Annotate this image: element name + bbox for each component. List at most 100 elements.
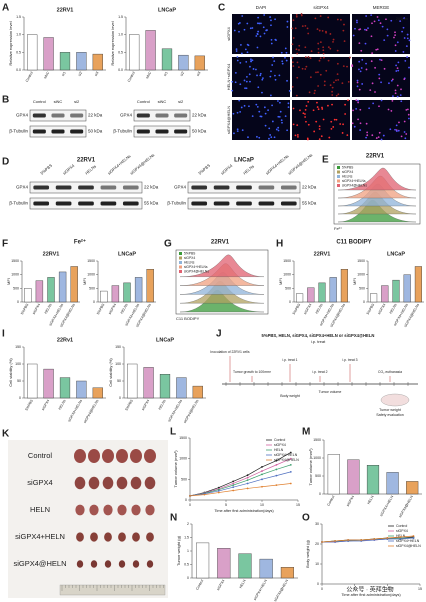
cell [336,18,339,21]
cell [263,14,266,16]
point [347,539,350,541]
cell [368,107,371,110]
x-tick-label: siGPX4 [346,495,355,507]
cell [239,110,242,113]
bar [24,288,32,303]
x-tick-label: HELNs [58,399,67,411]
cell [295,48,298,51]
cell [403,131,406,133]
cell [321,108,324,110]
cell [404,137,407,140]
chart-title: 22RV1 [57,7,74,13]
legend-swatch [179,270,182,273]
bar [134,277,143,303]
group-label: Control [28,451,53,460]
cell [280,51,283,54]
point [246,479,249,482]
cell [285,59,288,62]
bar [47,277,55,303]
lane-label: si2 [74,99,80,104]
y-tick-label: 1000 [313,456,321,460]
step-label: Inoculation of 22RV1 cells [210,350,249,354]
cell [247,136,249,139]
cell [249,65,251,68]
series-line [321,535,414,543]
micrograph [232,57,290,97]
chart-title: LNCaP [118,251,136,257]
cell [280,119,283,122]
cell [394,89,397,92]
cell [330,127,333,130]
y-tick-label: 20 [315,542,319,546]
cell [299,109,301,112]
lane-label: siNC [54,99,63,104]
legend-label: siGPX4 [274,443,286,447]
legend-swatch [179,261,182,264]
plot-frame [175,249,269,315]
cell [405,133,408,135]
cell [306,27,309,30]
plot-frame [333,163,421,225]
row-label: GPX4 [120,113,133,118]
cell [292,19,295,22]
cell [249,27,252,30]
cell [366,134,369,137]
cell [327,16,330,19]
cell [243,104,246,107]
cell [344,113,347,115]
panel-title: C11 BODIPY [336,240,371,246]
cell [359,108,362,111]
chart-title: 22RV1 [43,251,60,257]
cell [319,41,322,44]
bar [129,34,140,71]
cell [379,22,382,25]
x-tick-label: 5%PBS [20,302,30,315]
y-tick-label: 0 [317,582,319,586]
cell [300,14,303,17]
panel-letter: O [302,513,310,524]
band [280,201,297,206]
cell [235,48,238,51]
cell [403,78,406,81]
point [275,468,278,471]
cell [371,52,374,54]
cell [394,34,397,36]
cell [319,73,322,76]
cell [401,30,404,33]
bar [392,279,400,303]
cell [249,80,251,83]
cell [365,15,368,17]
cell [291,27,294,30]
cell [244,48,247,51]
cell [378,105,380,108]
y-tick-label: 1.0 [16,33,21,37]
cell [272,56,274,59]
legend-swatch [179,265,182,269]
cell [341,132,344,134]
timeline-label: Body weight [280,394,300,398]
cell [307,123,310,126]
tumor [116,476,128,490]
cell [346,65,348,68]
y-tick-label: 10 [315,562,319,566]
cell [294,134,297,137]
cell [352,34,355,37]
cell [347,81,350,83]
point [373,538,376,540]
cell [255,35,258,37]
cell [357,118,359,121]
band [33,185,50,190]
panel-letter: G [164,239,172,250]
bar [70,266,78,303]
cell [245,75,248,78]
x-tick-label: 0 [189,503,191,507]
tumor [145,504,155,516]
y-axis-label: Body weight (g) [305,539,310,567]
y-tick-label: 1.0 [118,33,123,37]
band [70,129,84,134]
x-axis-label: Fe²⁺ [334,226,342,231]
legend-label: siGPX4@HELNs [342,183,367,187]
cell [313,92,316,95]
cell [396,84,399,87]
x-tick-label: siNC [43,71,50,80]
